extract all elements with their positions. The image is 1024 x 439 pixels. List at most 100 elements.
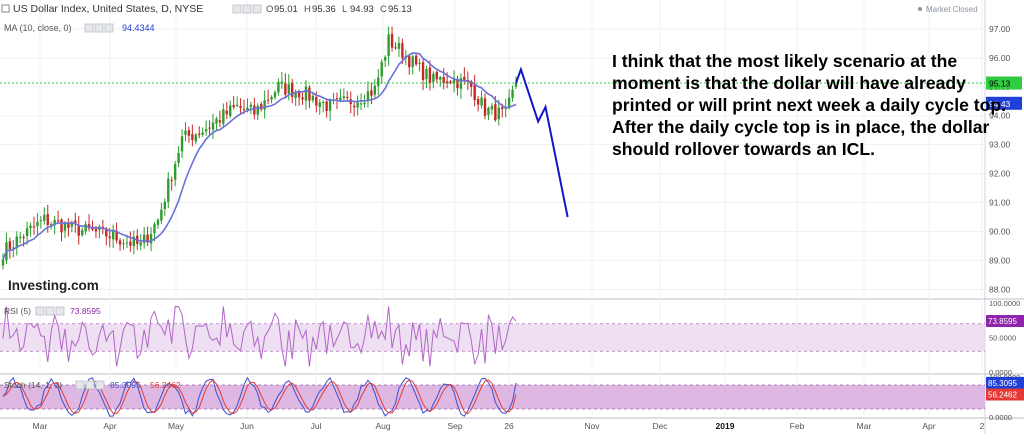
candle-body — [445, 81, 449, 84]
candle-body — [129, 241, 132, 246]
ma-control-icon[interactable] — [104, 23, 114, 33]
candle-body — [342, 96, 346, 98]
candle-body — [470, 81, 473, 87]
ohlc-key: L — [342, 4, 347, 15]
candle-body — [91, 228, 94, 230]
candle-body — [432, 73, 435, 82]
y-tick-label: 93.00 — [989, 140, 1011, 150]
x-tick-label: 2019 — [716, 421, 735, 431]
candle-body — [229, 105, 232, 116]
candle-body — [29, 225, 32, 229]
stoch-control-icon[interactable] — [95, 380, 105, 390]
candle-body — [270, 96, 273, 100]
collapse-icon[interactable] — [1, 4, 10, 13]
candle-body — [8, 241, 12, 250]
ma-value-tag — [986, 96, 1022, 110]
candle-body — [39, 220, 43, 222]
stoch-k-line — [2, 376, 517, 417]
candle-body — [260, 104, 263, 110]
candle-body — [346, 96, 349, 98]
stoch-control-icon[interactable] — [75, 380, 85, 390]
candle-body — [301, 97, 304, 100]
candle-body — [115, 230, 118, 241]
candle-body — [387, 34, 390, 56]
rsi-tag-value: 73.8595 — [988, 317, 1017, 326]
candle-body — [514, 83, 518, 87]
x-tick-label: Feb — [790, 421, 805, 431]
candle-body — [173, 164, 177, 180]
candle-body — [74, 220, 77, 225]
candle-body — [315, 97, 318, 106]
candle-body — [43, 214, 46, 221]
legend-control-icon[interactable] — [252, 4, 262, 14]
candle-body — [111, 231, 115, 240]
candle-body — [198, 133, 201, 136]
rsi-control-icon[interactable] — [45, 306, 55, 316]
stoch-control-icon[interactable] — [85, 380, 95, 390]
candle-body — [105, 228, 108, 237]
candle-body — [370, 90, 373, 96]
candle-body — [142, 234, 146, 243]
candle-body — [146, 234, 149, 243]
candle-body — [449, 81, 452, 83]
candle-body — [359, 103, 363, 105]
stoch-y-tick-label: 0.0000 — [989, 413, 1012, 422]
ma-control-icon[interactable] — [84, 23, 94, 33]
candle-body — [187, 130, 191, 136]
ohlc-value: 95.01 — [274, 4, 298, 15]
ma-control-icon[interactable] — [94, 23, 104, 33]
candle-body — [511, 89, 514, 98]
candle-body — [494, 104, 497, 121]
rsi-control-icon[interactable] — [35, 306, 45, 316]
chart-title: US Dollar Index, United States, D, NYSE — [13, 3, 203, 15]
x-tick-label: Aug — [375, 421, 390, 431]
candle-body — [232, 105, 235, 108]
x-tick-label: 2 — [980, 421, 985, 431]
candle-body — [256, 105, 259, 115]
candle-body — [377, 77, 380, 87]
legend-control-icon[interactable] — [242, 4, 252, 14]
candle-body — [222, 109, 225, 124]
stoch-d-legend-value: 56.2462 — [150, 380, 181, 390]
candle-body — [414, 55, 418, 65]
rsi-value-tag — [986, 315, 1024, 328]
candle-body — [170, 180, 173, 182]
candle-body — [363, 102, 366, 105]
candle-body — [225, 110, 228, 115]
y-tick-label: 96.00 — [989, 53, 1011, 63]
candle-body — [22, 237, 25, 239]
candle-body — [480, 97, 483, 106]
candle-body — [63, 223, 67, 231]
candle-body — [273, 92, 277, 98]
candle-body — [452, 78, 456, 84]
candle-body — [132, 236, 136, 247]
candle-body — [153, 224, 156, 234]
candle-body — [356, 102, 359, 108]
x-tick-label: May — [168, 421, 185, 431]
x-tick-label: Jul — [311, 421, 322, 431]
candle-body — [263, 100, 266, 110]
rsi-control-icon[interactable] — [55, 306, 65, 316]
candle-body — [194, 134, 198, 142]
last-price-value: 95.13 — [989, 79, 1011, 89]
rsi-line — [2, 305, 517, 367]
candle-body — [94, 228, 98, 232]
candle-body — [201, 132, 204, 135]
candle-body — [291, 82, 294, 97]
y-tick-label: 88.00 — [989, 284, 1011, 294]
legend-control-icon[interactable] — [232, 4, 242, 14]
candle-body — [497, 107, 500, 120]
candle-body — [394, 47, 397, 49]
candle-body — [53, 219, 56, 226]
x-tick-label: Sep — [447, 421, 462, 431]
candle-body — [208, 127, 211, 129]
candle-body — [490, 105, 494, 110]
candle-body — [239, 105, 242, 108]
candle-body — [418, 62, 421, 64]
candle-body — [284, 82, 287, 95]
candle-body — [218, 120, 222, 123]
stoch-k-tag-value: 85.3095 — [988, 379, 1017, 388]
candle-body — [167, 178, 170, 202]
commentary-text: I think that the most likely scenario at… — [612, 51, 1007, 159]
